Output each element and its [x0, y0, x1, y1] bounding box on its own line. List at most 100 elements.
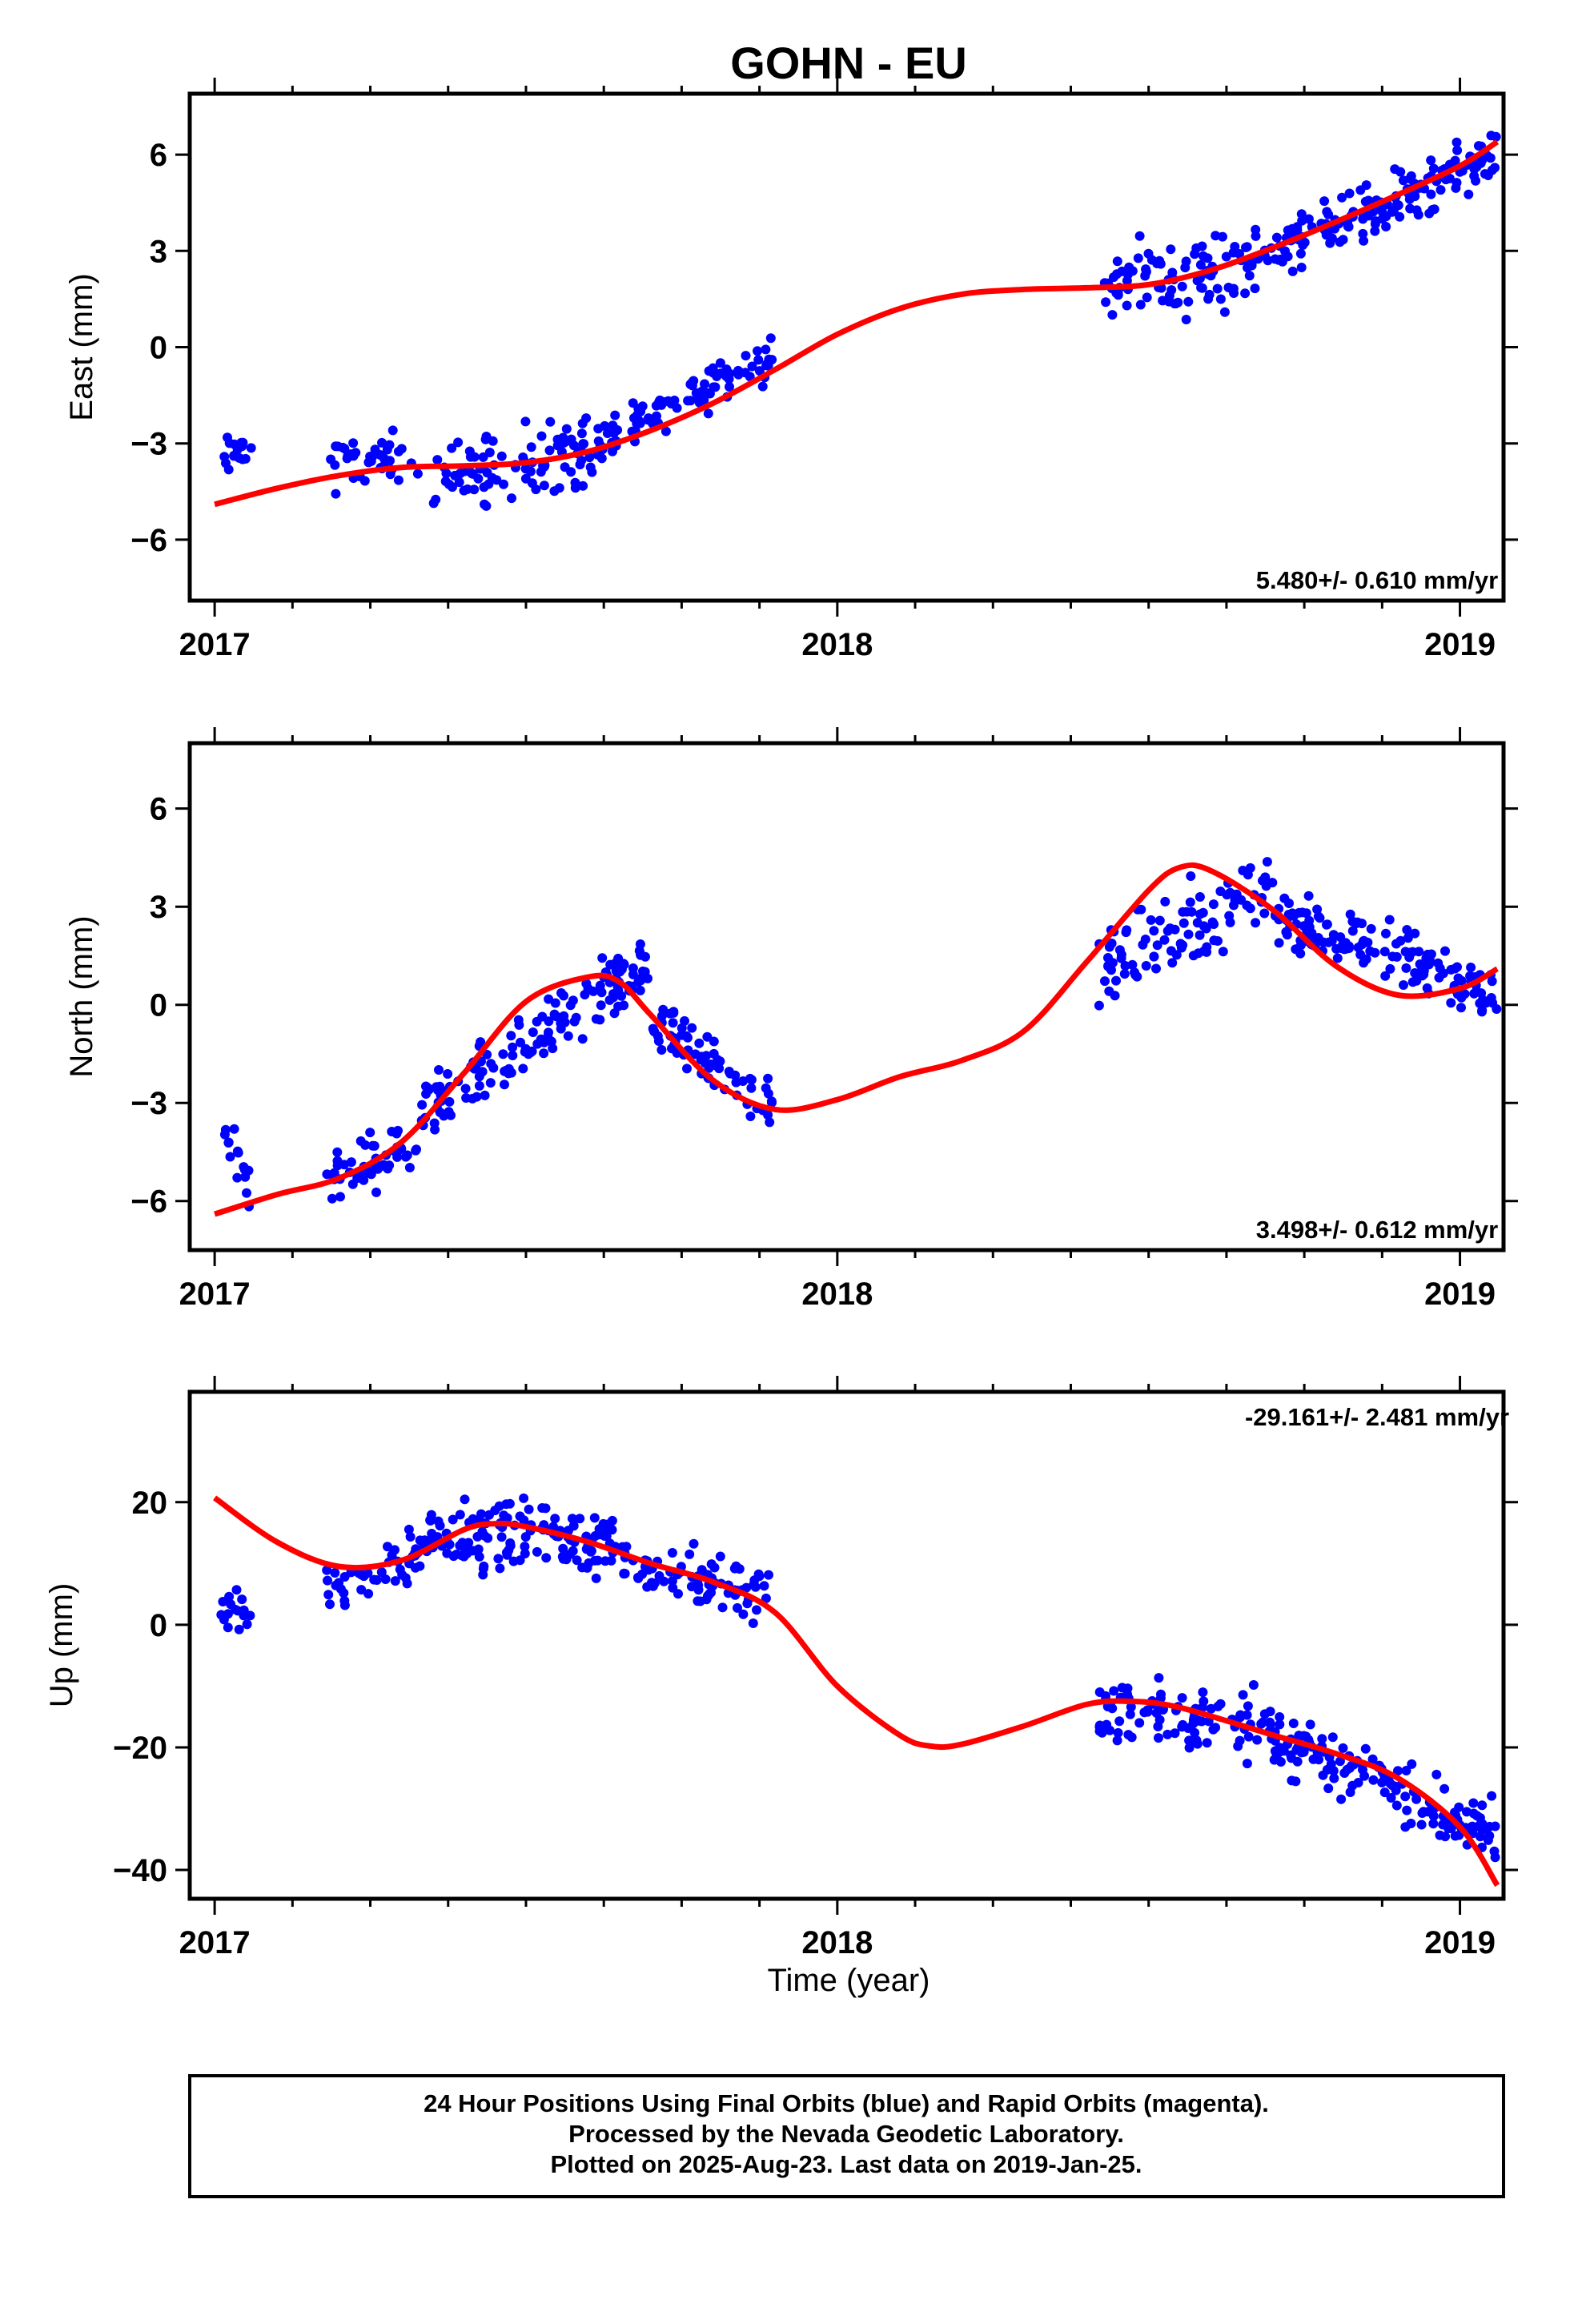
data-point [1377, 1777, 1387, 1787]
up-panel: 2017 2018 2019 −40 −20 0 20 Up (mm) -29.161+/- 2… [44, 1376, 1518, 1960]
data-point [1450, 155, 1460, 166]
data-point [1134, 1718, 1145, 1728]
data-point [746, 1083, 757, 1093]
data-point [1112, 269, 1122, 279]
data-point [1153, 1721, 1163, 1731]
data-point [218, 1597, 228, 1606]
data-point [1323, 937, 1334, 947]
data-point [465, 452, 476, 462]
data-point [1275, 1757, 1286, 1767]
data-point [455, 1541, 465, 1550]
data-point [1400, 1791, 1411, 1802]
data-point [697, 386, 707, 396]
data-point [495, 1563, 505, 1574]
data-point [1259, 1709, 1270, 1719]
data-point [485, 1078, 496, 1088]
data-point [1106, 939, 1117, 948]
data-point [468, 1546, 478, 1556]
data-point [1464, 189, 1474, 199]
data-point [1361, 180, 1371, 191]
data-point [1407, 977, 1418, 987]
data-point [1167, 267, 1178, 278]
data-point [558, 1543, 568, 1554]
data-point [330, 1568, 340, 1578]
data-point [1135, 300, 1146, 310]
data-point [1344, 188, 1355, 199]
data-point [1195, 930, 1205, 940]
data-point [1366, 923, 1376, 934]
data-point [742, 1598, 753, 1609]
data-point [1111, 975, 1121, 986]
data-point [559, 991, 568, 1001]
data-point [387, 425, 398, 436]
data-point [1477, 1800, 1488, 1811]
footer-line-2: Processed by the Nevada Geodetic Laborat… [568, 2120, 1124, 2148]
data-point [1113, 1727, 1123, 1738]
data-point [480, 1090, 490, 1100]
data-point [1301, 1731, 1311, 1742]
x-tick-label: 2018 [801, 1925, 873, 1960]
data-point [1219, 307, 1230, 317]
x-tick-label: 2017 [179, 627, 251, 662]
data-point [620, 1569, 630, 1578]
data-point [548, 1522, 559, 1532]
data-point [558, 1554, 568, 1564]
data-point [729, 1563, 740, 1574]
data-point [601, 1531, 612, 1542]
data-point [725, 382, 734, 392]
data-point [242, 1619, 252, 1630]
data-point [708, 363, 718, 373]
data-point [733, 365, 743, 376]
data-point [761, 344, 771, 355]
data-point [520, 473, 531, 484]
data-point [1103, 953, 1113, 963]
data-point [393, 475, 404, 485]
data-point [1296, 263, 1307, 272]
data-point [390, 1576, 400, 1586]
data-point [596, 1000, 606, 1011]
data-point [1195, 909, 1205, 919]
data-point [1439, 1783, 1450, 1794]
data-point [520, 1532, 531, 1542]
data-point [652, 1031, 663, 1041]
data-point [417, 1100, 428, 1110]
data-point [1446, 998, 1456, 1008]
data-point [1275, 1712, 1285, 1722]
data-point [567, 1514, 577, 1524]
data-point [1352, 917, 1363, 927]
data-point [600, 1556, 610, 1566]
data-point [1156, 1689, 1166, 1699]
data-point [1367, 1754, 1378, 1764]
data-point [576, 428, 587, 439]
y-tick-label: 3 [150, 890, 167, 925]
data-point [590, 1530, 600, 1541]
data-point [338, 442, 348, 452]
data-point [524, 1504, 534, 1514]
data-point [697, 1565, 707, 1575]
data-point [454, 477, 464, 488]
data-point [1440, 946, 1450, 956]
data-point [745, 372, 755, 382]
data-point [392, 1152, 403, 1162]
data-point [628, 969, 638, 979]
data-point [508, 1556, 519, 1566]
data-point [613, 1001, 624, 1011]
data-point [229, 451, 239, 461]
data-point [700, 379, 709, 389]
data-point [239, 1605, 249, 1615]
data-point [223, 1622, 233, 1633]
data-point [499, 479, 508, 489]
data-point [1490, 1821, 1500, 1831]
data-point [1149, 951, 1159, 962]
data-point [1198, 1687, 1208, 1698]
data-point [654, 1570, 665, 1581]
data-point [448, 1551, 459, 1562]
data-point [1337, 192, 1347, 203]
data-point [1235, 1735, 1245, 1746]
data-point [1486, 993, 1496, 1003]
x-tick-label: 2018 [801, 1277, 873, 1312]
data-point [584, 452, 595, 463]
data-point [608, 420, 618, 431]
data-point [702, 1031, 713, 1042]
data-point [225, 1152, 235, 1162]
